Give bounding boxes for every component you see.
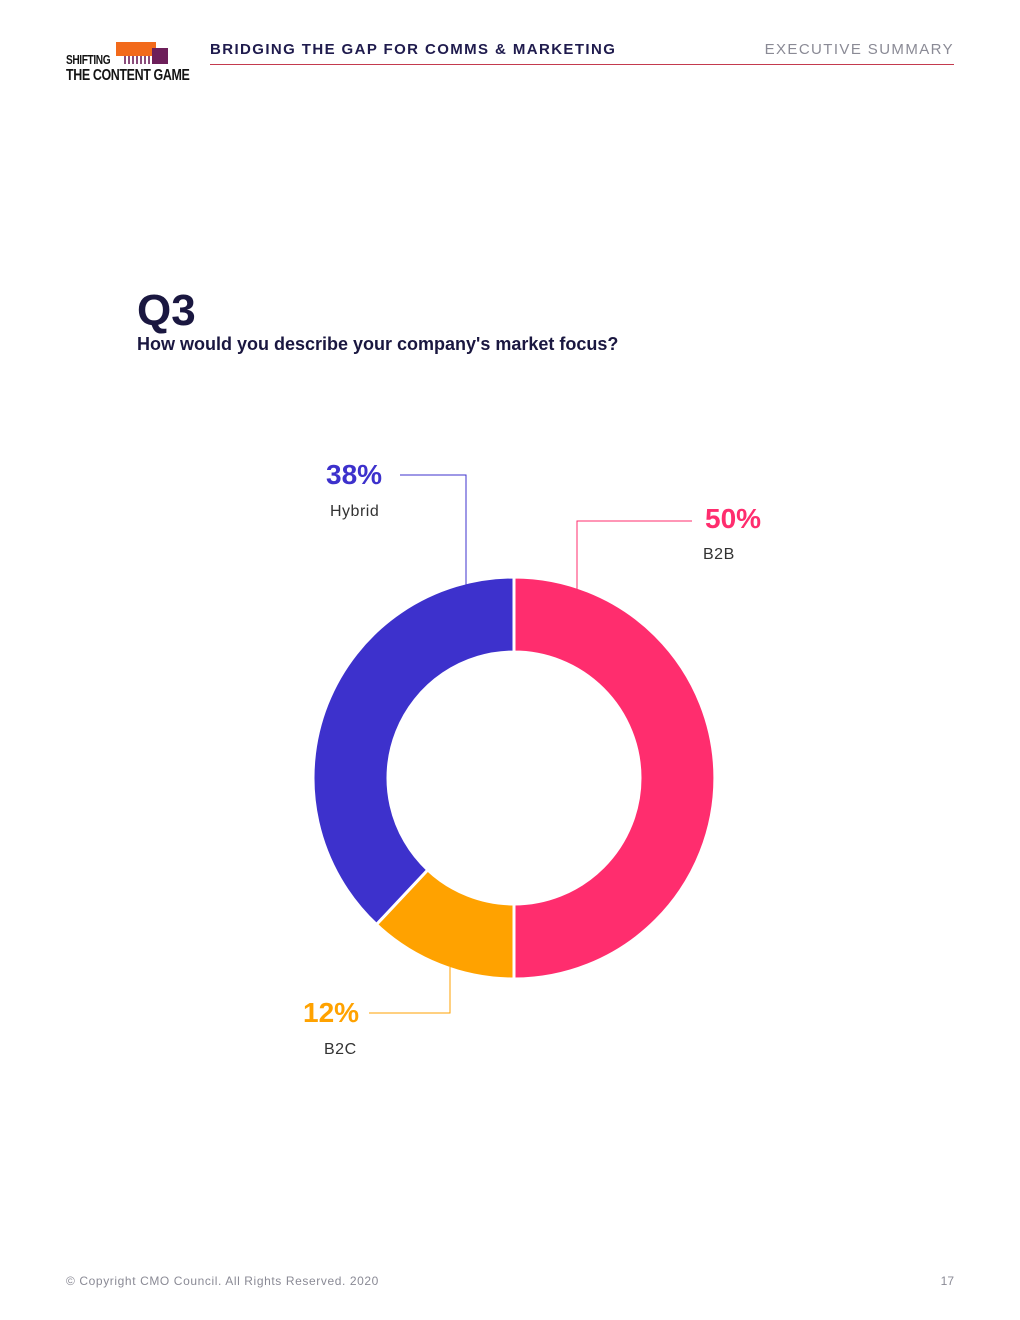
logo-accent-dots: [124, 56, 154, 64]
logo-text-line2: THE CONTENT GAME: [66, 67, 190, 84]
value-label-hybrid: 38%: [326, 459, 383, 490]
copyright-notice: © Copyright CMO Council. All Rights Rese…: [66, 1274, 379, 1288]
question-text: How would you describe your company's ma…: [137, 334, 619, 354]
value-label-b2c: 12%: [303, 997, 360, 1028]
section-label: EXECUTIVE SUMMARY: [764, 41, 954, 58]
leader-line-b2c: [369, 967, 451, 1014]
category-label-b2b: B2B: [703, 546, 735, 563]
logo-accent-purple: [152, 48, 168, 64]
logo-accent-orange: [116, 42, 156, 56]
category-label-b2c: B2C: [324, 1041, 357, 1058]
leader-line-b2b: [576, 520, 692, 590]
report-title: BRIDGING THE GAP FOR COMMS & MARKETING: [210, 41, 617, 58]
slice-b2b: [512, 575, 717, 981]
value-label-b2b: 50%: [705, 503, 762, 534]
question-number: Q3: [137, 286, 196, 335]
leader-line-hybrid: [400, 474, 467, 588]
page-number: 17: [940, 1274, 954, 1288]
category-label-hybrid: Hybrid: [330, 503, 380, 520]
header-divider: [210, 64, 954, 65]
slice-hybrid: [311, 575, 516, 927]
logo-text-line1: SHIFTING: [66, 52, 111, 67]
brand-logo: SHIFTING THE CONTENT GAME: [66, 42, 190, 86]
